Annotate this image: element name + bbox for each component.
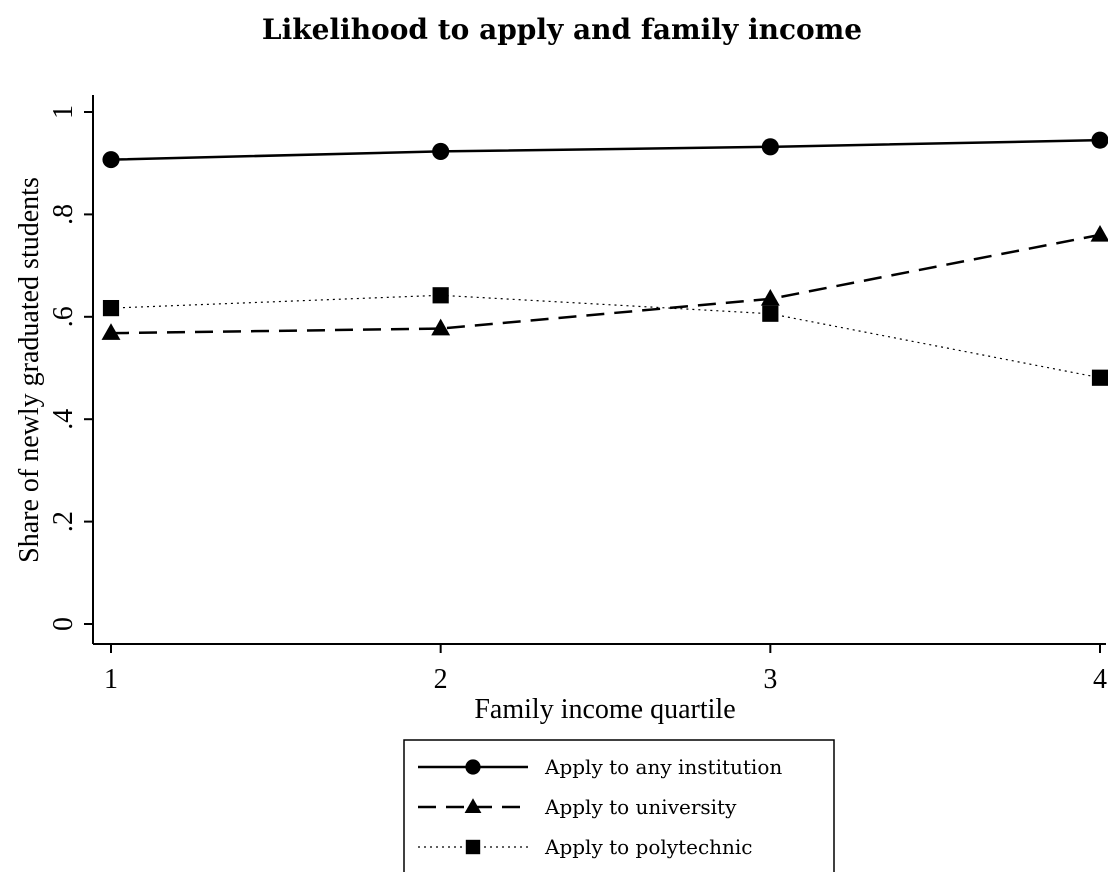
data-point — [431, 318, 451, 336]
y-tick-label: .8 — [48, 204, 79, 225]
series-lines — [110, 138, 1101, 379]
legend-items: Apply to any institution Apply to univers… — [418, 755, 782, 859]
y-tick-label: 0 — [48, 617, 79, 631]
data-point — [761, 138, 779, 156]
x-tick-label: 1 — [104, 664, 118, 695]
data-point — [1090, 224, 1108, 242]
y-tick-label: .6 — [48, 306, 79, 327]
legend-marker — [465, 839, 481, 855]
data-point — [432, 287, 449, 304]
data-point — [101, 323, 121, 340]
x-ticks: 1 2 3 4 — [104, 644, 1107, 695]
series-markers — [101, 131, 1108, 386]
plot-area: 0 .2 .4 .6 .8 1 1 2 3 4 — [48, 95, 1108, 695]
series-line — [110, 294, 1101, 379]
chart-title: Likelihood to apply and family income — [262, 13, 862, 46]
legend-marker — [464, 798, 482, 813]
data-point — [762, 305, 779, 322]
y-axis-label: Share of newly graduated students — [14, 177, 45, 563]
x-axis-label: Family income quartile — [474, 694, 735, 725]
data-point — [1091, 369, 1108, 386]
legend-label: Apply to polytechnic — [544, 835, 753, 859]
legend-label: Apply to any institution — [544, 755, 782, 779]
x-tick-label: 4 — [1093, 664, 1107, 695]
legend: Apply to any institution Apply to univers… — [403, 739, 835, 872]
legend-label: Apply to university — [544, 795, 737, 819]
y-tick-label: .4 — [48, 409, 79, 430]
y-tick-label: .2 — [48, 511, 79, 532]
series-line — [110, 138, 1101, 161]
y-tick-label: 1 — [48, 105, 79, 119]
data-point — [760, 288, 780, 306]
legend-marker — [465, 759, 481, 775]
data-point — [102, 299, 120, 317]
x-tick-label: 3 — [763, 664, 777, 695]
x-tick-label: 2 — [434, 664, 448, 695]
data-point — [1091, 131, 1108, 149]
data-point — [432, 142, 450, 160]
y-ticks: 0 .2 .4 .6 .8 1 — [48, 105, 93, 631]
series-line — [110, 233, 1101, 335]
data-point — [102, 151, 120, 169]
